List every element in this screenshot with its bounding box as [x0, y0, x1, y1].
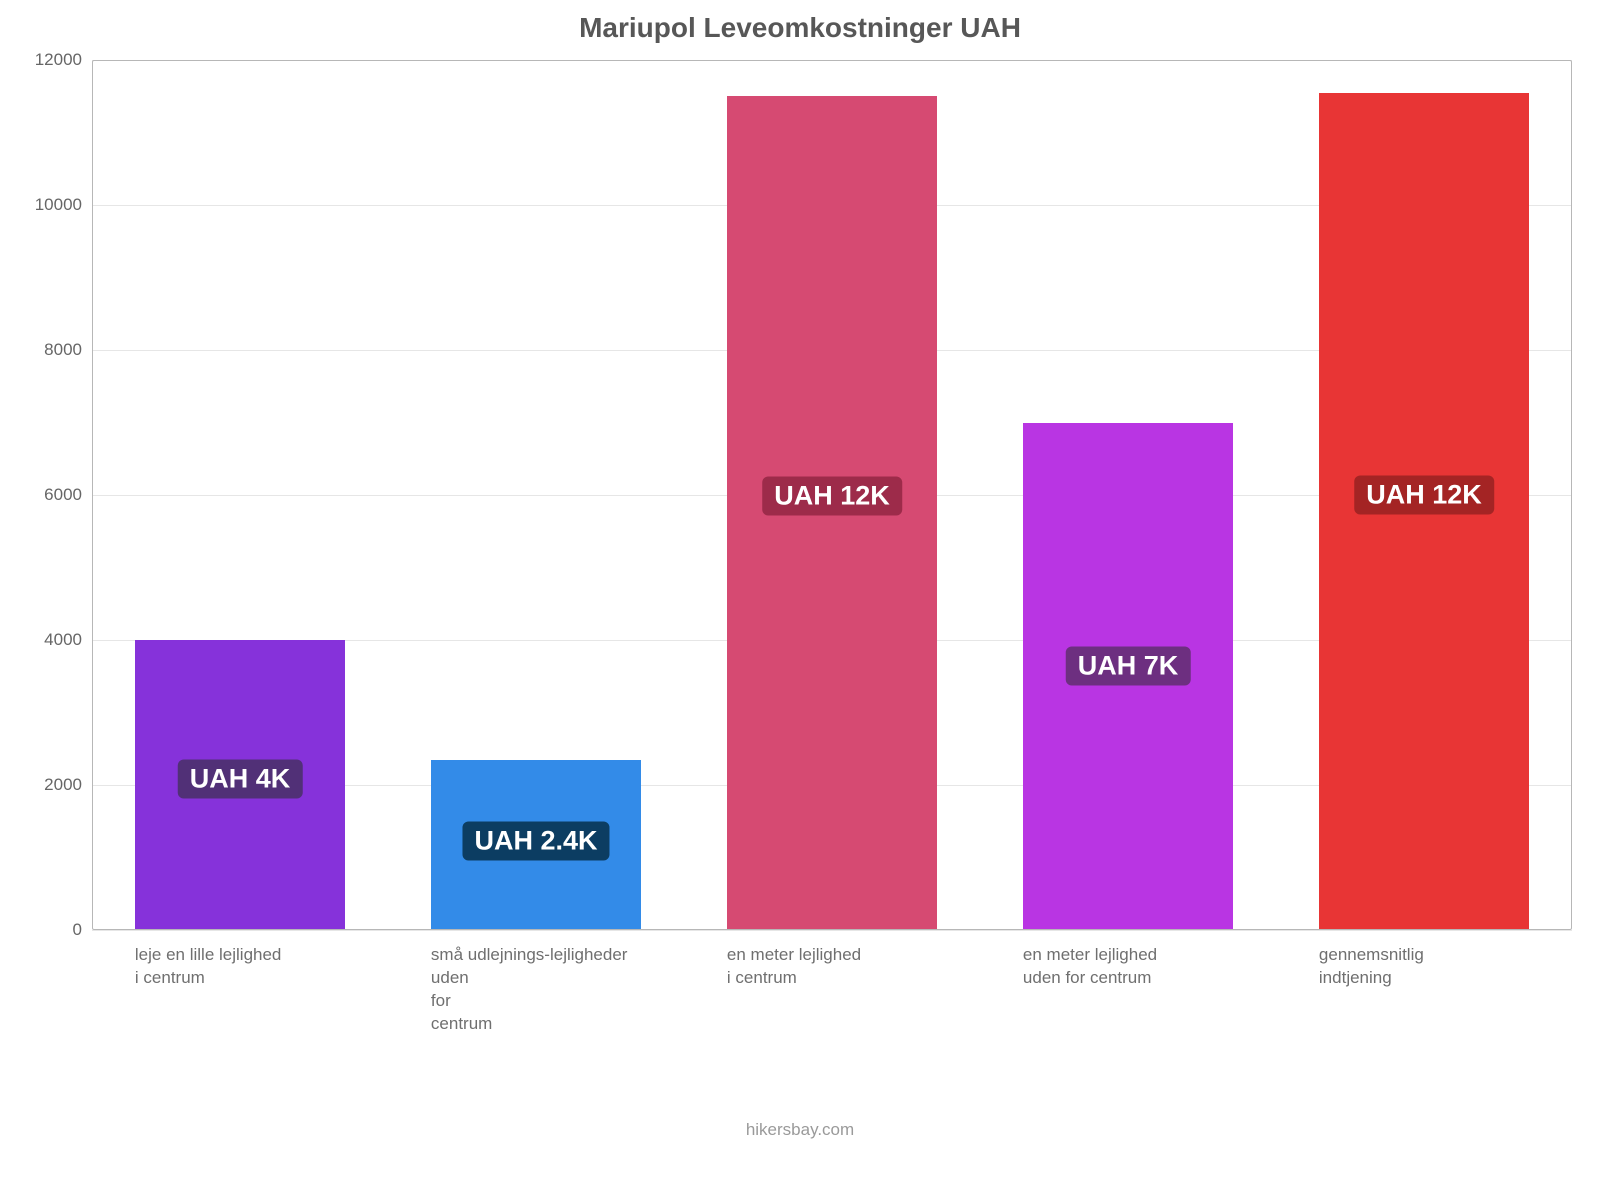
x-tick-label: små udlejnings-lejlighederudenforcentrum — [431, 944, 661, 1036]
y-gridline — [92, 930, 1572, 931]
y-tick-label: 0 — [73, 920, 92, 940]
y-tick-label: 10000 — [35, 195, 92, 215]
y-tick-label: 2000 — [44, 775, 92, 795]
bar-value-label: UAH 12K — [762, 477, 902, 516]
credit-text: hikersbay.com — [0, 1120, 1600, 1140]
x-tick-label: gennemsnitligindtjening — [1319, 944, 1549, 990]
y-tick-label: 12000 — [35, 50, 92, 70]
y-gridline — [92, 60, 1572, 61]
bar-value-label: UAH 12K — [1354, 475, 1494, 514]
plot-area: 020004000600080001000012000UAH 4KUAH 2.4… — [92, 60, 1572, 930]
chart-container: Mariupol Leveomkostninger UAH 0200040006… — [0, 0, 1600, 1200]
x-tick-label: en meter lejlighedi centrum — [727, 944, 957, 990]
bar-value-label: UAH 2.4K — [462, 822, 609, 861]
bar-value-label: UAH 7K — [1066, 647, 1191, 686]
bar-value-label: UAH 4K — [178, 760, 303, 799]
chart-title: Mariupol Leveomkostninger UAH — [0, 12, 1600, 44]
y-tick-label: 6000 — [44, 485, 92, 505]
y-tick-label: 8000 — [44, 340, 92, 360]
y-tick-label: 4000 — [44, 630, 92, 650]
x-tick-label: en meter lejligheduden for centrum — [1023, 944, 1253, 990]
x-tick-label: leje en lille lejlighedi centrum — [135, 944, 365, 990]
